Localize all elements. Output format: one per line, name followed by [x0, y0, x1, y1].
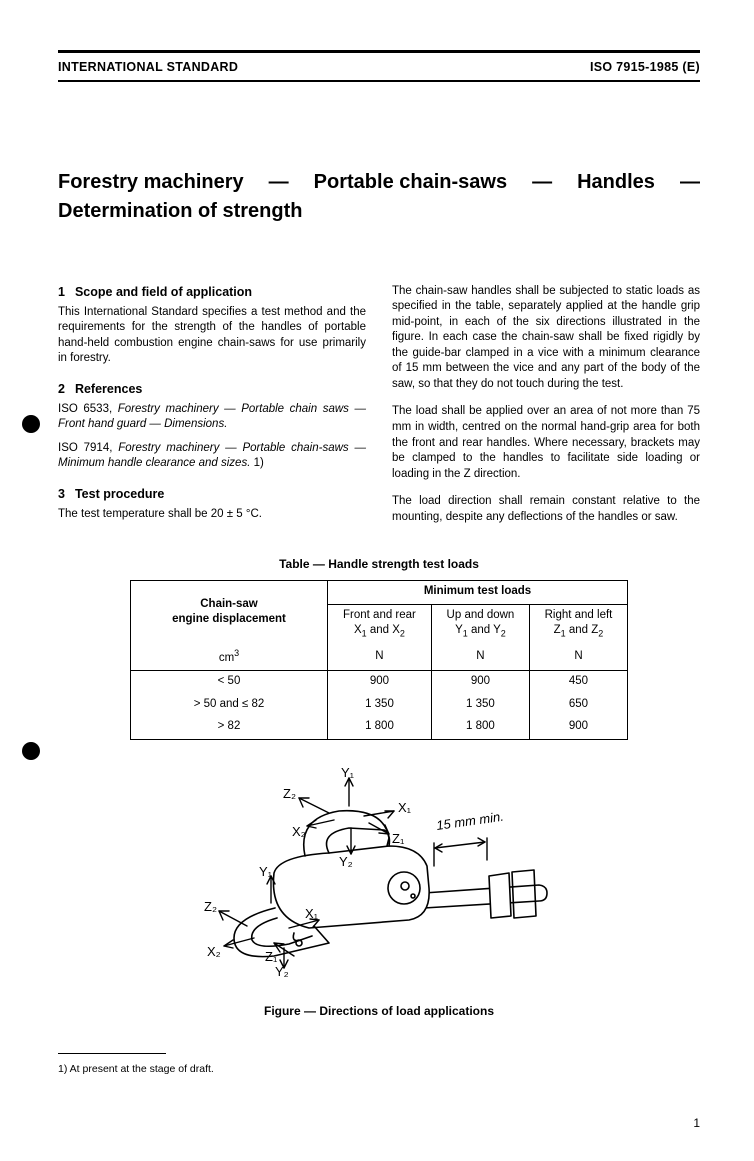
svg-text:Z₂: Z₂ — [204, 899, 217, 914]
svg-text:X₂: X₂ — [292, 824, 306, 839]
svg-text:Y₁: Y₁ — [341, 768, 355, 780]
page-header: INTERNATIONAL STANDARD ISO 7915-1985 (E) — [58, 59, 700, 76]
table-row: < 50 900 900 450 — [131, 671, 628, 694]
svg-text:X₂: X₂ — [207, 944, 221, 959]
svg-text:15 mm min.: 15 mm min. — [435, 808, 504, 832]
loads-table: Chain-saw engine displacement Minimum te… — [130, 580, 628, 739]
figure-caption: Figure — Directions of load applications — [58, 1003, 700, 1019]
right-column: The chain-saw handles shall be subjected… — [392, 284, 700, 534]
document-title: Forestry machinery — Portable chain-saws… — [58, 168, 700, 226]
table-row: > 50 and ≤ 82 1 350 1 350 650 — [131, 694, 628, 717]
header-rule — [58, 80, 700, 82]
section-1-heading: 1Scope and field of application — [58, 284, 366, 301]
top-rule — [58, 50, 700, 53]
figure-diagram: Y₁ Z₂ X₁ X₂ Z₁ Y₂ Y₁ Z₂ X₁ X₂ Z₁ Y₂ 15 m… — [58, 768, 700, 984]
body-columns: 1Scope and field of application This Int… — [58, 284, 700, 534]
section-3-text: The test temperature shall be 20 ± 5 °C. — [58, 507, 366, 523]
svg-text:Y₂: Y₂ — [339, 854, 353, 869]
svg-text:X₁: X₁ — [305, 906, 319, 921]
section-1-text: This International Standard specifies a … — [58, 305, 366, 367]
svg-text:Z₁: Z₁ — [265, 949, 278, 964]
section-2-heading: 2References — [58, 381, 366, 398]
footnote: 1) At present at the stage of draft. — [58, 1062, 700, 1076]
reference-2: ISO 7914, Forestry machinery — Portable … — [58, 441, 366, 472]
right-p3: The load direction shall remain constant… — [392, 494, 700, 525]
header-right: ISO 7915-1985 (E) — [590, 59, 700, 76]
svg-text:Y₂: Y₂ — [275, 964, 289, 978]
svg-text:Y₁: Y₁ — [259, 864, 273, 879]
table-caption: Table — Handle strength test loads — [58, 556, 700, 572]
reference-1: ISO 6533, Forestry machinery — Portable … — [58, 402, 366, 433]
table-row: > 82 1 800 1 800 900 — [131, 716, 628, 739]
header-left: INTERNATIONAL STANDARD — [58, 59, 238, 76]
right-p2: The load shall be applied over an area o… — [392, 404, 700, 482]
punch-hole — [22, 742, 40, 760]
left-column: 1Scope and field of application This Int… — [58, 284, 366, 534]
footnote-rule — [58, 1053, 166, 1054]
right-p1: The chain-saw handles shall be subjected… — [392, 284, 700, 393]
svg-text:X₁: X₁ — [398, 800, 412, 815]
svg-text:Z₁: Z₁ — [392, 831, 405, 846]
section-3-heading: 3Test procedure — [58, 486, 366, 503]
chainsaw-diagram-icon: Y₁ Z₂ X₁ X₂ Z₁ Y₂ Y₁ Z₂ X₁ X₂ Z₁ Y₂ 15 m… — [179, 768, 579, 978]
page-number: 1 — [58, 1115, 700, 1131]
punch-hole — [22, 415, 40, 433]
svg-text:Z₂: Z₂ — [283, 786, 296, 801]
